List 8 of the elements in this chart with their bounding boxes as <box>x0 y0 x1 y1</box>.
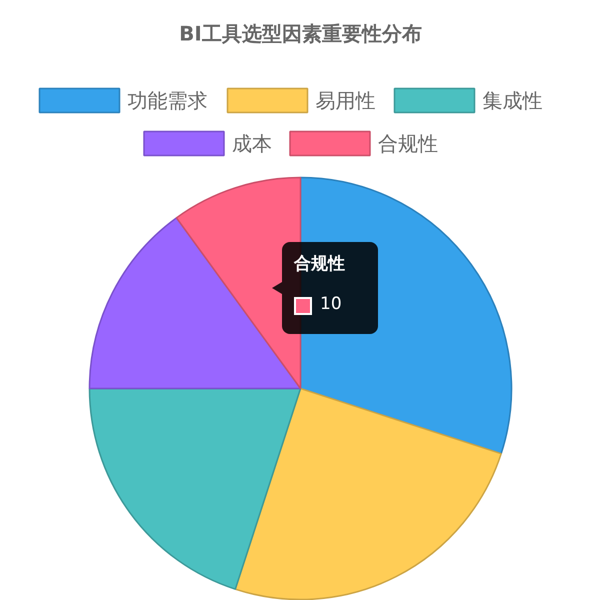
legend-label: 合规性 <box>378 132 438 156</box>
chart-title: BI工具选型因素重要性分布 <box>179 22 422 46</box>
legend-label: 易用性 <box>316 88 376 112</box>
text: 合规性 <box>294 253 345 275</box>
text: 10 <box>320 294 342 314</box>
legend-label: 成本 <box>232 132 272 156</box>
legend-label: 集成性 <box>482 88 542 112</box>
legend-label: 功能需求 <box>128 88 208 112</box>
